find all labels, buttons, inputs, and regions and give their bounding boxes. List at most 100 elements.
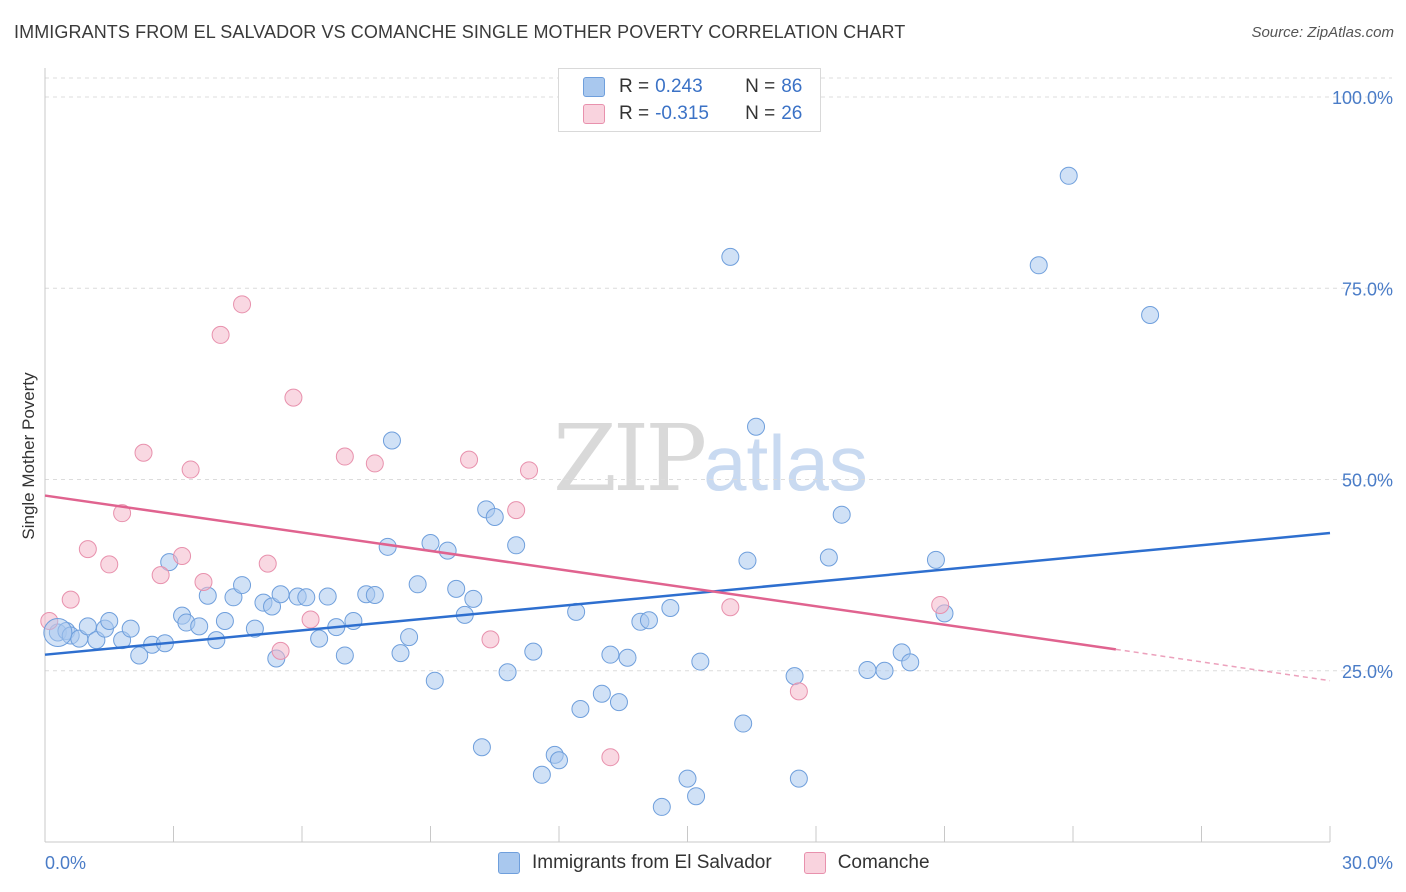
legend-r-label: R = xyxy=(619,103,650,124)
data-point-el-salvador xyxy=(550,751,568,770)
data-point-comanche xyxy=(301,610,320,629)
x-tick-label: 30.0% xyxy=(1342,853,1393,873)
data-point-el-salvador xyxy=(271,585,290,604)
data-point-comanche xyxy=(194,573,213,592)
data-point-el-salvador xyxy=(901,653,920,672)
data-point-el-salvador xyxy=(639,611,658,630)
stats-legend: R = 0.243 N = 86 R = -0.315 N = 26 xyxy=(558,68,821,132)
data-point-el-salvador xyxy=(721,247,740,266)
data-point-el-salvador xyxy=(691,652,710,671)
data-point-comanche xyxy=(335,447,354,466)
data-point-comanche xyxy=(151,566,170,585)
data-point-comanche xyxy=(460,450,479,469)
legend-label: Comanche xyxy=(837,852,930,873)
data-point-el-salvador xyxy=(498,663,517,682)
data-point-comanche xyxy=(365,454,384,473)
data-point-comanche xyxy=(507,501,526,520)
data-point-comanche xyxy=(520,461,539,480)
data-point-comanche xyxy=(181,460,200,479)
y-tick-label: 100.0% xyxy=(1332,88,1393,108)
data-point-el-salvador xyxy=(1029,256,1048,275)
legend-swatch-pink xyxy=(583,104,605,124)
watermark-atlas: atlas xyxy=(703,419,868,507)
x-tick-label: 0.0% xyxy=(45,853,86,873)
data-point-el-salvador xyxy=(678,769,697,788)
data-point-comanche xyxy=(100,555,119,574)
data-point-comanche xyxy=(931,595,950,614)
data-point-el-salvador xyxy=(652,797,671,816)
legend-r-label: R = xyxy=(619,76,650,97)
data-point-el-salvador xyxy=(100,612,119,631)
data-point-el-salvador xyxy=(447,579,466,598)
legend-swatch-blue xyxy=(583,77,605,97)
data-point-el-salvador xyxy=(592,684,611,703)
data-point-el-salvador xyxy=(618,648,637,667)
data-point-el-salvador xyxy=(464,589,483,608)
data-point-el-salvador xyxy=(738,551,757,570)
data-point-el-salvador xyxy=(335,646,354,665)
data-point-el-salvador xyxy=(297,588,316,607)
legend-row-comanche: R = -0.315 N = 26 xyxy=(583,102,802,126)
data-point-comanche xyxy=(721,598,740,617)
source-label: Source: ZipAtlas.com xyxy=(1251,24,1394,41)
data-point-el-salvador xyxy=(425,671,444,690)
data-point-el-salvador xyxy=(571,700,590,718)
data-point-el-salvador xyxy=(875,661,894,680)
legend-n-value: 86 xyxy=(781,76,803,97)
data-point-el-salvador xyxy=(785,667,804,686)
data-point-el-salvador xyxy=(926,550,945,569)
axes xyxy=(44,68,1331,843)
data-point-comanche xyxy=(78,540,97,559)
data-point-el-salvador xyxy=(1059,166,1078,185)
data-point-el-salvador xyxy=(609,693,628,712)
data-point-el-salvador xyxy=(382,431,401,450)
legend-n-value: 26 xyxy=(781,103,803,124)
legend-row-el-salvador: R = 0.243 N = 86 xyxy=(583,75,802,99)
y-tick-label: 25.0% xyxy=(1342,662,1393,682)
y-tick-label: 50.0% xyxy=(1342,471,1393,491)
data-point-el-salvador xyxy=(789,769,808,788)
legend-r-value: 0.243 xyxy=(655,76,703,97)
legend-label: Immigrants from El Salvador xyxy=(532,852,772,873)
data-point-el-salvador xyxy=(408,575,427,594)
data-point-el-salvador xyxy=(224,588,243,607)
trend-line-comanche-extrapolated xyxy=(1115,648,1331,682)
data-point-comanche xyxy=(134,443,153,462)
legend-item-comanche: Comanche xyxy=(803,852,930,874)
watermark-zip: ZIP xyxy=(553,405,707,512)
data-point-el-salvador xyxy=(472,738,491,757)
data-point-el-salvador xyxy=(687,787,706,806)
trend-line-el-salvador xyxy=(44,531,1331,656)
data-point-el-salvador xyxy=(819,548,838,567)
data-point-el-salvador xyxy=(507,536,526,555)
data-point-el-salvador xyxy=(391,644,410,663)
data-point-el-salvador xyxy=(233,576,252,595)
data-point-el-salvador xyxy=(734,714,753,733)
watermark: ZIPatlas xyxy=(553,405,868,512)
data-point-comanche xyxy=(271,641,290,660)
y-tick-label: 75.0% xyxy=(1342,279,1393,299)
data-point-el-salvador xyxy=(263,597,282,616)
data-point-comanche xyxy=(789,682,808,701)
data-point-el-salvador xyxy=(1141,306,1160,325)
legend-swatch-pink xyxy=(803,852,826,874)
data-point-el-salvador xyxy=(215,612,234,631)
data-point-comanche xyxy=(173,547,192,565)
data-point-comanche xyxy=(601,748,620,767)
series-legend: Immigrants from El Salvador Comanche xyxy=(498,852,962,874)
data-point-el-salvador xyxy=(524,642,543,661)
axis-labels: 25.0% 50.0% 75.0% 100.0% 0.0% 30.0% Single Mot… xyxy=(19,88,1393,873)
data-point-el-salvador xyxy=(310,629,329,648)
trend-lines xyxy=(44,494,1331,682)
y-axis-title: Single Mother Poverty xyxy=(19,372,38,540)
data-point-comanche xyxy=(481,630,500,649)
data-point-el-salvador xyxy=(858,660,877,679)
data-point-comanche xyxy=(233,295,252,314)
legend-r-value: -0.315 xyxy=(655,103,709,124)
data-point-el-salvador xyxy=(601,645,620,664)
trend-line-comanche xyxy=(44,494,1117,651)
data-point-comanche xyxy=(284,388,303,407)
legend-item-el-salvador: Immigrants from El Salvador xyxy=(498,852,772,874)
data-point-comanche xyxy=(211,325,230,344)
